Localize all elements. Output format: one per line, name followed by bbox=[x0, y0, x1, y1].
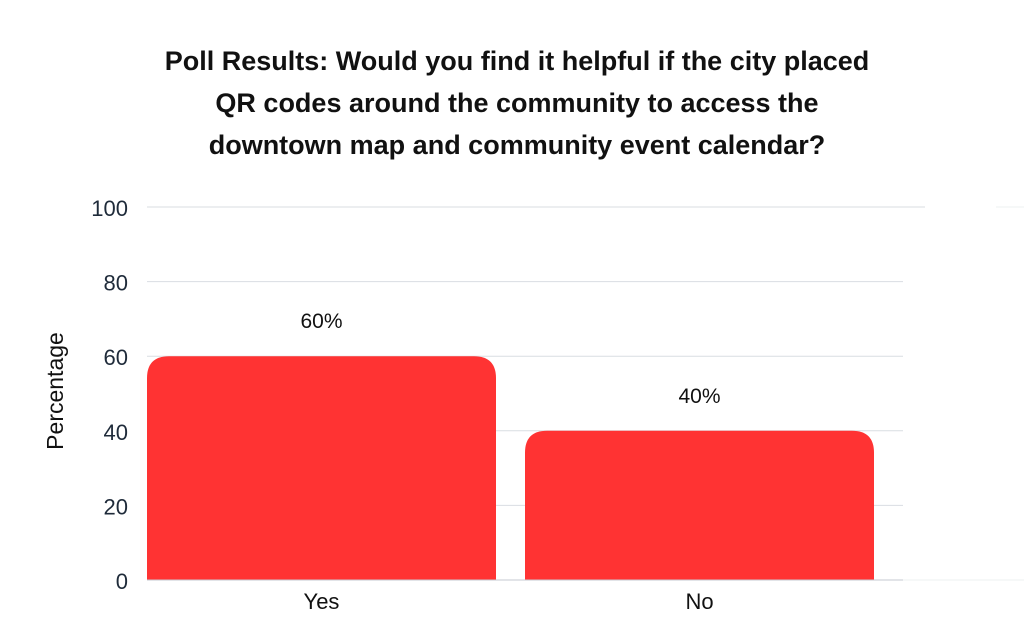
bar-yes bbox=[147, 356, 496, 580]
chart-title-line-3: downtown map and community event calenda… bbox=[208, 130, 826, 160]
bars bbox=[147, 356, 903, 581]
y-axis-label: Percentage bbox=[42, 332, 68, 450]
bar-no bbox=[525, 430, 874, 580]
data-labels: 60% 40% bbox=[300, 310, 720, 408]
chart-title-line-1: Poll Results: Would you find it helpful … bbox=[164, 46, 870, 76]
y-tick-label: 20 bbox=[104, 494, 128, 519]
y-tick-label: 0 bbox=[116, 569, 128, 594]
y-tick-label: 80 bbox=[104, 271, 128, 296]
x-axis-ticks: Yes No bbox=[304, 589, 714, 614]
x-tick-label: Yes bbox=[304, 589, 340, 614]
chart-title-line-2: QR codes around the community to access … bbox=[215, 88, 819, 118]
data-label: 40% bbox=[678, 385, 720, 408]
chart-title: Poll Results: Would you find it helpful … bbox=[62, 40, 972, 166]
y-axis-ticks: 0 20 40 60 80 100 bbox=[91, 196, 128, 594]
y-tick-label: 40 bbox=[104, 420, 128, 445]
data-label: 60% bbox=[300, 310, 342, 333]
y-tick-label: 100 bbox=[91, 196, 128, 221]
x-tick-label: No bbox=[685, 589, 713, 614]
y-tick-label: 60 bbox=[104, 345, 128, 370]
